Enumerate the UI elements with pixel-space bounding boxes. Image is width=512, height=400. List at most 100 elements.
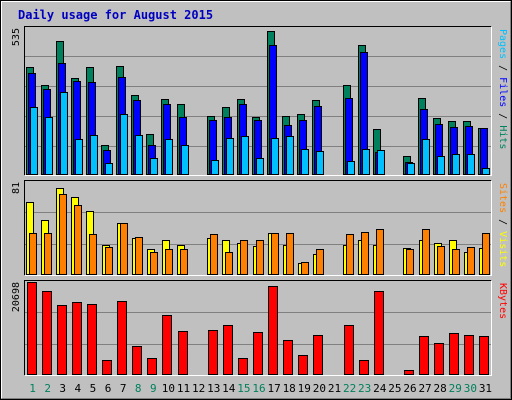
x-tick-label: 9: [150, 382, 157, 395]
x-tick-label: 3: [59, 382, 66, 395]
bar-kbytes-day-11: [178, 331, 188, 375]
bar-kbytes-day-22: [344, 325, 354, 375]
bar-pages-day-27: [422, 139, 430, 175]
bar-kbytes-day-9: [147, 358, 157, 375]
bar-sites-day-28: [437, 246, 445, 275]
bar-sites-day-14: [225, 252, 233, 275]
panel-kbytes: 20698 KBytes: [11, 280, 508, 376]
x-tick-label: 14: [222, 382, 236, 395]
bar-sites-day-31: [482, 233, 490, 275]
x-tick-label: 22: [343, 382, 356, 395]
legend-kbytes: KBytes: [497, 283, 508, 319]
y-max-label: 535: [11, 28, 22, 46]
bar-pages-day-30: [467, 154, 475, 175]
bar-kbytes-day-10: [162, 315, 172, 375]
bar-kbytes-day-17: [268, 286, 278, 375]
bar-sites-day-18: [286, 233, 294, 275]
bar-kbytes-day-3: [57, 305, 67, 375]
y-legend-label: KBytes: [497, 283, 508, 319]
bar-pages-day-17: [271, 138, 279, 175]
bar-sites-day-7: [120, 223, 128, 275]
bar-pages-day-8: [135, 135, 143, 175]
bar-sites-day-10: [165, 249, 173, 275]
legend-sep: /: [497, 213, 508, 231]
bar-kbytes-day-29: [449, 333, 459, 375]
y-legend-label: Pages / Files / Hits: [497, 29, 508, 149]
x-tick-label: 6: [105, 382, 112, 395]
x-tick-label: 11: [177, 382, 190, 395]
bar-pages-day-15: [241, 136, 249, 175]
x-tick-label: 13: [207, 382, 220, 395]
panel-sites_visits: 81 Sites / Visits: [11, 180, 508, 276]
bar-pages-day-3: [60, 92, 68, 175]
legend-sep: /: [497, 107, 508, 125]
bar-sites-day-9: [150, 252, 158, 275]
bar-kbytes-day-8: [132, 346, 142, 375]
bar-sites-day-1: [29, 233, 37, 275]
plot-border-light: [24, 280, 492, 376]
x-tick-label: 29: [449, 382, 462, 395]
x-tick-label: 21: [328, 382, 341, 395]
bar-sites-day-22: [346, 234, 354, 275]
chart-title: Daily usage for August 2015: [18, 8, 213, 22]
bar-pages-day-13: [211, 160, 219, 175]
bar-kbytes-day-27: [419, 336, 429, 375]
bar-pages-day-26: [407, 163, 415, 175]
x-tick-label: 19: [298, 382, 311, 395]
bar-pages-day-28: [437, 156, 445, 175]
bar-pages-day-14: [226, 138, 234, 175]
legend-files: Files: [497, 77, 508, 107]
plot-border-dark: [24, 26, 492, 176]
plot-border-light: [24, 26, 492, 176]
bar-pages-day-4: [75, 139, 83, 175]
bar-sites-day-24: [376, 229, 384, 275]
x-tick-label: 28: [434, 382, 447, 395]
bar-sites-day-30: [467, 247, 475, 275]
x-tick-label: 31: [479, 382, 492, 395]
bar-pages-day-19: [301, 149, 309, 175]
bar-kbytes-day-19: [298, 355, 308, 375]
bar-pages-day-18: [286, 136, 294, 175]
bar-sites-day-19: [301, 262, 309, 275]
bar-kbytes-day-16: [253, 332, 263, 375]
plot-border-dark: [24, 180, 492, 276]
bar-sites-day-27: [422, 229, 430, 275]
bar-sites-day-15: [240, 240, 248, 275]
bar-sites-day-29: [452, 249, 460, 275]
x-tick-label: 8: [135, 382, 142, 395]
panel-pages_files_hits: 535 Pages / Files / Hits: [11, 26, 508, 176]
bar-kbytes-day-23: [359, 360, 369, 375]
bar-pages-day-23: [362, 149, 370, 175]
bar-pages-day-2: [45, 117, 53, 175]
x-tick-label: 1: [29, 382, 36, 395]
x-tick-label: 25: [388, 382, 401, 395]
legend-visits: Visits: [497, 231, 508, 267]
x-tick-label: 26: [403, 382, 416, 395]
plot-border-dark: [24, 280, 492, 376]
legend-pages: Pages: [497, 29, 508, 59]
bar-pages-day-7: [120, 114, 128, 175]
x-tick-label: 4: [75, 382, 82, 395]
bar-pages-day-9: [150, 158, 158, 175]
legend-sep: /: [497, 59, 508, 77]
x-tick-label: 24: [373, 382, 387, 395]
bar-sites-day-26: [406, 249, 414, 275]
bar-files-day-31: [480, 128, 488, 175]
chart-panels: 535 Pages / Files / Hits 81 Sites / Visits 2…: [11, 26, 508, 376]
bar-kbytes-day-6: [102, 360, 112, 375]
bar-sites-day-17: [271, 233, 279, 275]
x-tick-label: 18: [283, 382, 296, 395]
bar-kbytes-day-28: [434, 343, 444, 375]
bar-sites-day-11: [180, 249, 188, 275]
bar-kbytes-day-7: [117, 301, 127, 375]
bar-kbytes-day-20: [313, 335, 323, 375]
y-max-label: 81: [11, 182, 22, 194]
bar-kbytes-day-18: [283, 340, 293, 375]
bar-kbytes-day-13: [208, 330, 218, 375]
y-legend-label: Sites / Visits: [497, 183, 508, 267]
x-tick-label: 5: [90, 382, 97, 395]
bar-pages-day-24: [377, 150, 385, 175]
x-tick-label: 16: [252, 382, 265, 395]
